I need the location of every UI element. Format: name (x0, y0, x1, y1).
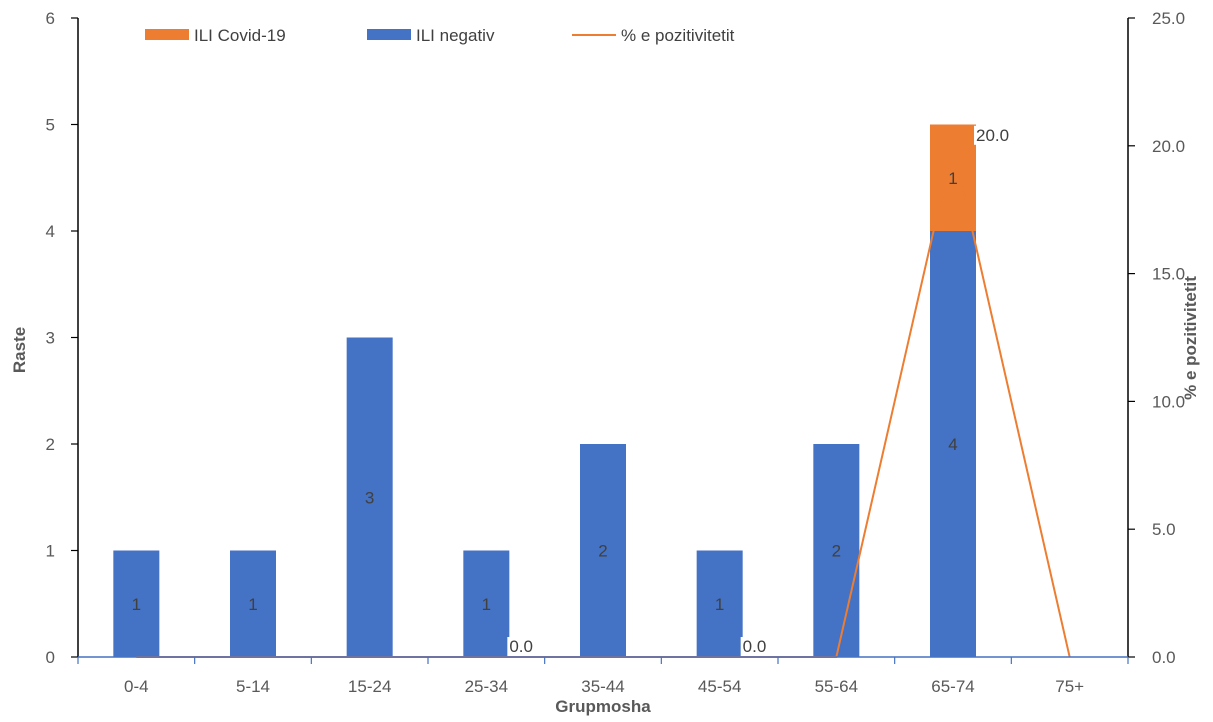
y-tick-label: 0 (46, 648, 55, 667)
x-tick-label: 35-44 (581, 677, 624, 696)
y-tick-label: 2 (46, 435, 55, 454)
legend-label: ILI Covid-19 (194, 26, 286, 45)
bar (346, 337, 393, 657)
bar (696, 550, 743, 657)
legend-swatch (367, 29, 411, 40)
bar (813, 444, 860, 657)
x-tick-label: 25-34 (465, 677, 508, 696)
labels-layer: 1 1 3 1 2 1 2 4 1 0.0 0.0 20.0 (132, 125, 1014, 656)
legend-swatch (145, 29, 189, 40)
y2-tick-label: 15.0 (1152, 265, 1185, 284)
y-tick-label: 5 (46, 116, 55, 135)
x-tick-label: 0-4 (124, 677, 149, 696)
data-label-bg (974, 125, 1014, 145)
y2-tick-label: 25.0 (1152, 9, 1185, 28)
data-label-bg (507, 637, 539, 656)
data-label: 1 (482, 595, 491, 614)
legend-label: ILI negativ (416, 26, 495, 45)
bar (230, 550, 276, 657)
x-tick-label: 15-24 (348, 677, 391, 696)
y-tick-label: 6 (46, 9, 55, 28)
data-label: 0.0 (743, 637, 767, 656)
y2-tick-label: 20.0 (1152, 137, 1185, 156)
data-label-bg (740, 637, 772, 656)
data-label: 1 (715, 595, 724, 614)
x-tick-label: 55-64 (815, 677, 858, 696)
y2-axis-title: % e pozitivitetit (1181, 276, 1200, 400)
y-axis-title: Raste (10, 327, 29, 373)
data-label: 3 (365, 488, 374, 507)
data-label: 1 (948, 169, 957, 188)
data-label: 2 (832, 542, 841, 561)
y-tick-label: 1 (46, 542, 55, 561)
x-tick-label: 45-54 (698, 677, 741, 696)
data-label: 1 (132, 595, 141, 614)
x-tick-label: 65-74 (931, 677, 974, 696)
data-label: 20.0 (976, 126, 1009, 145)
y2-tick-label: 0.0 (1152, 648, 1176, 667)
y2-tick-label: 10.0 (1152, 392, 1185, 411)
bar (463, 550, 510, 657)
x-axis-title: Grupmosha (555, 697, 651, 716)
legend: ILI Covid-19 ILI negativ % e pozitivitetit (145, 26, 735, 45)
data-label: 2 (598, 542, 607, 561)
y-tick-label: 4 (46, 222, 55, 241)
bar (113, 550, 160, 657)
legend-label: % e pozitivitetit (621, 26, 735, 45)
data-label: 0.0 (509, 637, 533, 656)
data-label: 4 (948, 435, 957, 454)
bar (580, 444, 626, 657)
bar (930, 231, 976, 657)
x-tick-label: 5-14 (236, 677, 270, 696)
x-tick-label: 75+ (1055, 677, 1084, 696)
bars-layer (113, 124, 976, 657)
data-label: 1 (248, 595, 257, 614)
y-tick-label: 3 (46, 329, 55, 348)
y2-tick-label: 5.0 (1152, 520, 1176, 539)
